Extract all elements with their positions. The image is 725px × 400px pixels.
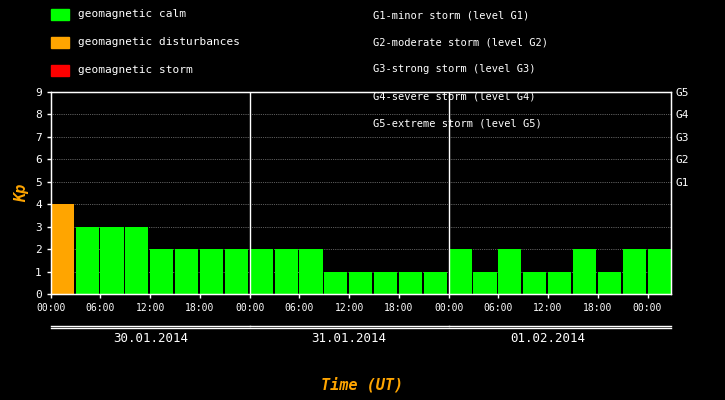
Bar — [225, 249, 248, 294]
Text: geomagnetic calm: geomagnetic calm — [78, 9, 186, 19]
Bar — [548, 272, 571, 294]
Bar — [249, 249, 273, 294]
Text: 31.01.2014: 31.01.2014 — [312, 332, 386, 344]
Bar — [473, 272, 497, 294]
Bar — [523, 272, 547, 294]
Text: geomagnetic storm: geomagnetic storm — [78, 65, 192, 75]
Text: Time (UT): Time (UT) — [321, 376, 404, 392]
Bar — [200, 249, 223, 294]
Bar — [647, 249, 671, 294]
Bar — [51, 204, 74, 294]
Text: 01.02.2014: 01.02.2014 — [510, 332, 586, 344]
Bar — [175, 249, 198, 294]
Bar — [598, 272, 621, 294]
Bar — [449, 249, 472, 294]
Bar — [125, 227, 149, 294]
Bar — [101, 227, 123, 294]
Bar — [75, 227, 99, 294]
Bar — [324, 272, 347, 294]
Y-axis label: Kp: Kp — [14, 184, 30, 202]
Text: G3-strong storm (level G3): G3-strong storm (level G3) — [373, 64, 536, 74]
Bar — [150, 249, 173, 294]
Bar — [498, 249, 521, 294]
Bar — [399, 272, 422, 294]
Bar — [623, 249, 646, 294]
Text: 30.01.2014: 30.01.2014 — [112, 332, 188, 344]
Text: G1-minor storm (level G1): G1-minor storm (level G1) — [373, 10, 530, 20]
Bar — [374, 272, 397, 294]
Text: G2-moderate storm (level G2): G2-moderate storm (level G2) — [373, 37, 548, 47]
Bar — [349, 272, 372, 294]
Bar — [573, 249, 596, 294]
Bar — [299, 249, 323, 294]
Text: G4-severe storm (level G4): G4-severe storm (level G4) — [373, 92, 536, 102]
Text: G5-extreme storm (level G5): G5-extreme storm (level G5) — [373, 119, 542, 129]
Text: geomagnetic disturbances: geomagnetic disturbances — [78, 37, 239, 47]
Bar — [423, 272, 447, 294]
Bar — [275, 249, 298, 294]
